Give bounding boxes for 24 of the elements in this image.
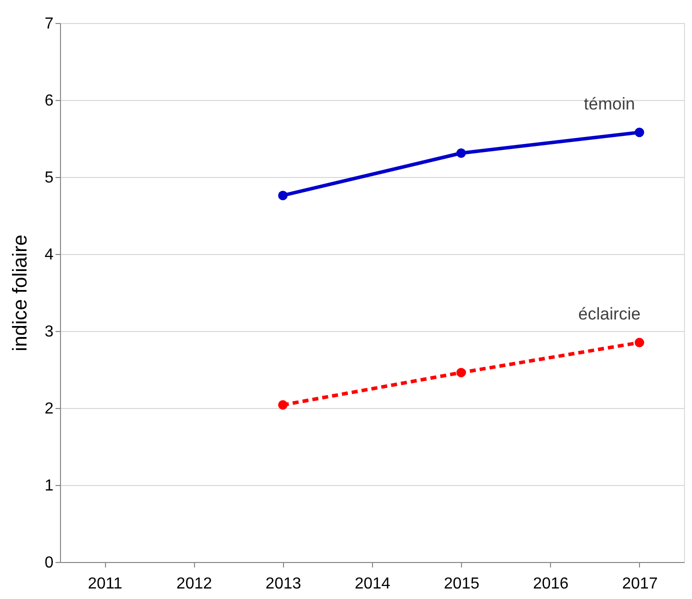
point	[456, 148, 466, 158]
point	[456, 368, 466, 378]
y-tick-label: 6	[44, 92, 54, 110]
y-axis-title: indice foliaire	[10, 234, 32, 352]
y-tick-label: 7	[44, 16, 54, 32]
x-tick-label: 2013	[266, 576, 302, 592]
y-tick-label: 3	[44, 324, 54, 340]
x-tick-label: 2016	[532, 576, 569, 592]
x-tick-label: 2015	[444, 576, 480, 592]
y-tick-label: 1	[44, 478, 54, 494]
y-tick-label: 0	[44, 554, 54, 572]
y-tick-label: 4	[44, 246, 54, 264]
series-label: éclaircie	[578, 304, 641, 324]
x-tick-label: 2014	[354, 576, 390, 592]
point	[634, 338, 644, 348]
point	[278, 400, 288, 410]
y-tick-label: 2	[44, 400, 54, 418]
point	[634, 128, 644, 138]
y-tick-label: 5	[44, 170, 54, 186]
x-tick-label: 2012	[176, 576, 212, 592]
x-tick-label: 2011	[88, 576, 122, 592]
x-tick-label: 2017	[622, 576, 658, 592]
point	[278, 190, 288, 200]
series-label: témoin	[584, 94, 635, 114]
